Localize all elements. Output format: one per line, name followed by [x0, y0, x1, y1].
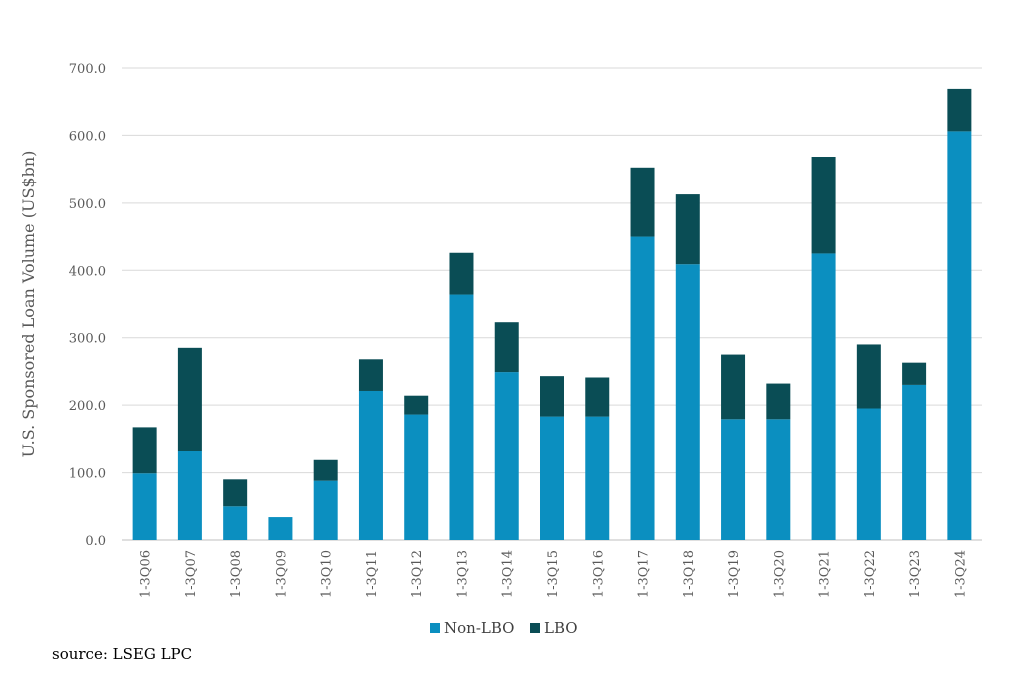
y-tick-label: 400.0: [69, 264, 106, 279]
bar-non-lbo: [268, 517, 293, 540]
bar-lbo: [177, 347, 202, 451]
bar-lbo: [766, 383, 791, 420]
x-tick-label: 1-3Q11: [365, 550, 380, 598]
y-tick-label: 100.0: [69, 467, 106, 482]
bar-lbo: [856, 344, 881, 409]
x-tick-label: 1-3Q21: [818, 550, 833, 598]
x-tick-label: 1-3Q22: [863, 550, 878, 598]
x-tick-label: 1-3Q09: [274, 550, 289, 598]
bar-lbo: [223, 479, 248, 507]
bar-non-lbo: [358, 390, 383, 540]
x-tick-label: 1-3Q13: [455, 550, 470, 598]
y-tick-label: 700.0: [69, 62, 106, 77]
x-tick-label: 1-3Q07: [184, 550, 199, 598]
bar-lbo: [675, 194, 700, 265]
bars: [132, 88, 972, 541]
bar-non-lbo: [675, 264, 700, 540]
y-tick-label: 0.0: [85, 534, 106, 549]
bar-lbo: [132, 427, 157, 474]
bar-lbo: [811, 157, 836, 254]
bar-lbo: [721, 354, 746, 420]
bar-non-lbo: [811, 253, 836, 540]
bar-lbo: [902, 362, 927, 385]
bar-non-lbo: [585, 416, 610, 540]
bar-lbo: [494, 322, 519, 373]
legend-label: LBO: [544, 619, 578, 637]
bar-lbo: [404, 395, 429, 415]
x-axis-ticks: 1-3Q06 1-3Q07 1-3Q08 1-3Q09 1-3Q10 1-3Q11 1-3Q…: [139, 550, 969, 598]
bar-non-lbo: [766, 419, 791, 540]
x-tick-label: 1-3Q12: [410, 550, 425, 598]
x-tick-label: 1-3Q16: [591, 550, 606, 598]
x-tick-label: 1-3Q14: [501, 550, 516, 598]
bar-non-lbo: [313, 480, 338, 540]
y-tick-label: 300.0: [69, 332, 106, 347]
bar-lbo: [540, 376, 564, 417]
bar-non-lbo: [721, 419, 746, 540]
legend-label: Non-LBO: [444, 619, 514, 637]
bar-non-lbo: [902, 384, 927, 540]
x-tick-label: 1-3Q24: [953, 550, 968, 598]
bar-non-lbo: [132, 473, 157, 540]
y-axis-ticks: 0.0 100.0 200.0 300.0 400.0 500.0 600.0 700.0: [69, 62, 106, 549]
bar-lbo: [313, 459, 338, 481]
bar-non-lbo: [540, 416, 564, 540]
y-tick-label: 200.0: [69, 399, 106, 414]
bar-non-lbo: [947, 131, 972, 540]
bar-non-lbo: [177, 450, 202, 540]
bar-lbo: [630, 167, 655, 237]
legend-swatch: [430, 623, 440, 633]
x-tick-label: 1-3Q19: [727, 550, 742, 598]
bar-non-lbo: [494, 372, 519, 540]
legend-swatch: [530, 623, 540, 633]
y-tick-label: 500.0: [69, 197, 106, 212]
source-note: source: LSEG LPC: [52, 645, 193, 663]
bar-non-lbo: [856, 408, 881, 540]
legend: Non-LBO LBO: [430, 619, 578, 637]
y-tick-label: 600.0: [69, 129, 106, 144]
x-tick-label: 1-3Q10: [320, 550, 335, 598]
bar-lbo: [585, 377, 610, 417]
x-tick-label: 1-3Q17: [637, 550, 652, 598]
bar-lbo: [947, 88, 972, 132]
bar-non-lbo: [404, 414, 429, 540]
x-tick-label: 1-3Q15: [546, 550, 561, 598]
x-tick-label: 1-3Q08: [229, 550, 244, 598]
bar-lbo: [358, 359, 383, 391]
bar-lbo: [449, 252, 474, 295]
bar-non-lbo: [630, 236, 655, 541]
bar-non-lbo: [223, 506, 248, 540]
bar-non-lbo: [449, 294, 474, 540]
y-axis-title: U.S. Sponsored Loan Volume (US$bn): [19, 151, 38, 458]
x-tick-label: 1-3Q18: [682, 550, 697, 598]
x-tick-label: 1-3Q20: [772, 550, 787, 598]
x-tick-label: 1-3Q23: [908, 550, 923, 598]
x-tick-label: 1-3Q06: [139, 550, 154, 598]
